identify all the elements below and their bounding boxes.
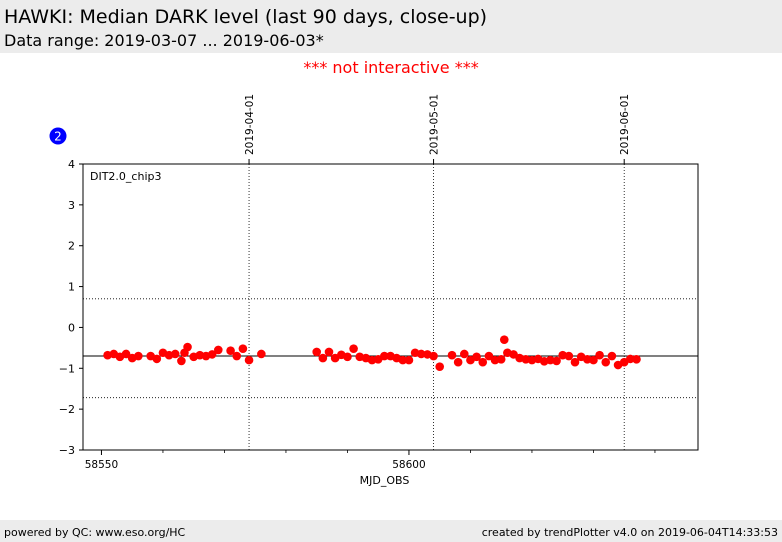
data-point	[226, 346, 235, 356]
data-range-subtitle: Data range: 2019-03-07 ... 2019-06-03*	[4, 31, 324, 50]
data-point	[398, 355, 408, 365]
footer-generator: created by trendPlotter v4.0 on 2019-06-…	[481, 526, 778, 539]
plot-number-badge	[49, 127, 67, 145]
top-date-label: 2019-05-01	[429, 94, 441, 155]
data-point	[152, 354, 162, 364]
data-point	[447, 350, 457, 360]
data-point	[626, 354, 635, 364]
footer-credit: powered by QC: www.eso.org/HC	[4, 526, 186, 539]
data-point	[121, 349, 131, 359]
data-point	[496, 354, 506, 364]
data-point	[183, 342, 192, 352]
data-point	[607, 351, 617, 361]
data-point	[404, 355, 414, 365]
data-point	[232, 351, 242, 361]
x-tick-label: 58600	[392, 459, 425, 471]
y-tick-label: −1	[59, 362, 75, 375]
y-tick-label: −3	[59, 444, 75, 457]
y-tick-label: 3	[68, 199, 75, 212]
top-date-label: 2019-06-01	[619, 94, 631, 155]
data-point	[257, 349, 266, 359]
data-point	[632, 354, 641, 364]
data-point	[601, 357, 611, 367]
plot-frame	[82, 163, 699, 451]
data-point	[380, 351, 389, 361]
data-point	[472, 352, 481, 362]
data-point	[499, 335, 509, 344]
x-tick-label: 58550	[85, 459, 118, 471]
data-point	[324, 347, 334, 357]
footer-bar: powered by QC: www.eso.org/HC created by…	[0, 520, 782, 542]
plot-number-badge-label: 2	[54, 130, 62, 144]
y-tick-label: 2	[68, 240, 75, 253]
data-point	[343, 352, 352, 362]
data-point	[207, 350, 217, 359]
y-tick-label: 0	[68, 321, 75, 334]
page-title: HAWKI: Median DARK level (last 90 days, …	[4, 6, 488, 28]
data-point	[460, 349, 469, 359]
data-point	[484, 351, 494, 361]
data-point	[238, 344, 248, 353]
data-point	[318, 353, 328, 363]
panel-label: DIT2.0_chip3	[90, 170, 161, 183]
y-tick-label: 1	[68, 281, 75, 294]
data-point	[570, 357, 580, 367]
data-point	[453, 357, 463, 367]
data-point	[595, 350, 604, 360]
data-point	[552, 356, 561, 366]
top-date-label: 2019-04-01	[244, 94, 256, 155]
y-tick-label: −2	[59, 403, 75, 416]
not-interactive-notice: *** not interactive ***	[303, 58, 479, 77]
data-point	[170, 349, 180, 359]
data-point	[435, 362, 445, 371]
data-point	[349, 344, 358, 353]
data-point	[177, 356, 186, 366]
header-bar: HAWKI: Median DARK level (last 90 days, …	[0, 0, 782, 53]
data-point	[134, 351, 143, 361]
x-axis-label: MJD_OBS	[360, 474, 410, 487]
data-point	[312, 347, 322, 357]
data-point	[244, 355, 254, 365]
data-point	[429, 351, 438, 361]
data-point	[478, 357, 488, 367]
data-point	[564, 351, 574, 361]
data-point	[416, 349, 426, 359]
data-point	[214, 345, 223, 355]
data-point	[589, 355, 598, 365]
y-tick-label: 4	[68, 158, 75, 171]
